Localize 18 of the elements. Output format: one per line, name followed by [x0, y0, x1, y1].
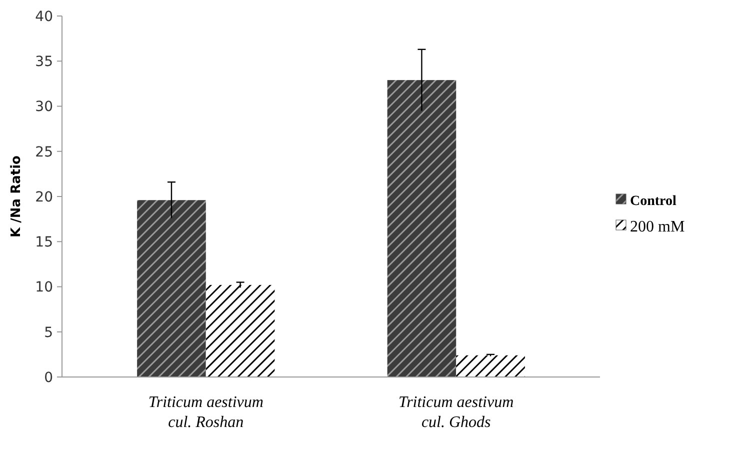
- legend-label: Control: [630, 194, 677, 209]
- y-tick-label: 5: [44, 324, 53, 341]
- x-tick-label: Triticum aestivum cul. Ghods: [398, 394, 514, 431]
- y-axis-title: K /Na Ratio: [9, 155, 24, 238]
- y-tick-label: 15: [35, 234, 53, 251]
- y-tick-label: 0: [44, 370, 53, 386]
- y-tick-label: 35: [35, 54, 53, 70]
- y-tick-label: 10: [35, 280, 53, 296]
- x-tick-label: Triticum aestivum cul. Roshan: [148, 394, 264, 431]
- legend-label: 200 mM: [630, 218, 685, 236]
- y-tick-label: 25: [35, 144, 53, 160]
- bar: [206, 284, 275, 377]
- y-tick-label: 20: [35, 189, 53, 206]
- y-tick-label: 40: [35, 8, 53, 25]
- bar: [456, 355, 525, 377]
- bar: [387, 80, 456, 377]
- y-tick-label: 30: [35, 99, 53, 116]
- bar: [137, 200, 206, 377]
